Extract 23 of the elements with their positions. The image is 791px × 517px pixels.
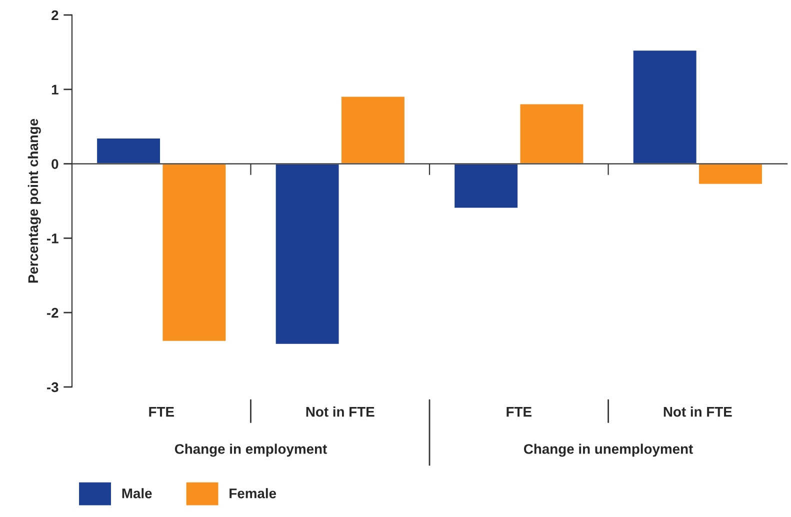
bar [518, 102, 585, 164]
bar [698, 163, 764, 186]
bar [340, 95, 406, 164]
bar [274, 163, 340, 346]
y-tick-label: -2 [46, 308, 58, 318]
x-tick-label: Not in FTE [306, 406, 374, 417]
y-axis-title: Percentage point change [28, 118, 41, 283]
text: Change in unemployment [524, 444, 693, 457]
bar [632, 49, 698, 164]
x-tick-label: FTE [506, 407, 532, 417]
y-tick-label: -1 [46, 234, 58, 244]
text: Change in employment [174, 444, 327, 457]
x-tick-label: Not in FTE [664, 406, 732, 417]
y-tick-label: 2 [52, 10, 58, 20]
y-tick-label: 1 [52, 84, 58, 94]
legend-label: Female [230, 488, 276, 498]
y-tick-label: 0 [52, 159, 58, 169]
y-tick-label: -3 [46, 382, 58, 392]
x-tick-label: FTE [149, 407, 174, 417]
bar [96, 137, 162, 164]
bar [453, 163, 519, 210]
bar [161, 163, 228, 342]
legend-label: Male [122, 488, 152, 498]
